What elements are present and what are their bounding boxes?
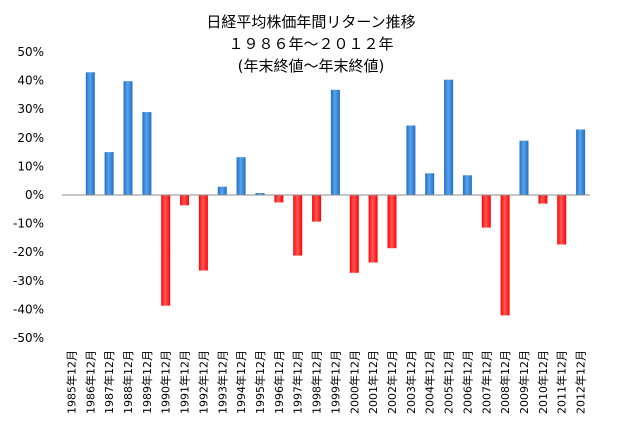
y-tick-label: 50% [17, 45, 44, 59]
bar [481, 195, 491, 228]
x-tick-label: 2001年12月 [366, 350, 380, 414]
bar [236, 157, 246, 195]
bar [255, 193, 265, 195]
bar [104, 152, 114, 195]
x-tick-label: 2008年12月 [498, 350, 512, 414]
x-axis-ticks: 1985年12月 1986年12月 1987年12月 1988年12月 1989年12月… [64, 350, 587, 414]
x-tick-label: 1991年12月 [178, 350, 192, 414]
x-tick-label: 2003年12月 [404, 350, 418, 414]
y-tick-label: -40% [13, 302, 44, 316]
x-tick-label: 1992年12月 [196, 350, 210, 414]
bar [198, 195, 208, 271]
bar [293, 195, 303, 256]
x-tick-label: 1994年12月 [234, 350, 248, 414]
bar [425, 173, 435, 195]
bar [161, 195, 171, 306]
x-tick-label: 1988年12月 [121, 350, 135, 414]
x-tick-label: 1990年12月 [159, 350, 173, 414]
y-tick-label: 30% [17, 102, 44, 116]
y-tick-label: -20% [13, 245, 44, 259]
bar [406, 125, 416, 195]
x-tick-label: 2004年12月 [423, 350, 437, 414]
x-tick-label: 1985年12月 [64, 350, 78, 414]
x-tick-label: 1986年12月 [83, 350, 97, 414]
x-tick-label: 1998年12月 [310, 350, 324, 414]
chart-title-line-3: (年末終値～年末終値) [238, 57, 385, 75]
y-tick-label: 10% [17, 159, 44, 173]
y-tick-label: 40% [17, 74, 44, 88]
y-tick-label: 20% [17, 131, 44, 145]
x-tick-label: 2005年12月 [442, 350, 456, 414]
bar [538, 195, 548, 204]
x-tick-label: 2010年12月 [536, 350, 550, 414]
bar [349, 195, 359, 273]
y-tick-label: -30% [13, 274, 44, 288]
x-tick-label: 1987年12月 [102, 350, 116, 414]
bar [368, 195, 378, 263]
x-tick-label: 2002年12月 [385, 350, 399, 414]
bar [330, 89, 340, 195]
y-tick-label: -50% [13, 331, 44, 345]
bar [519, 140, 529, 195]
x-tick-label: 2006年12月 [460, 350, 474, 414]
chart-title: 日経平均株価年間リターン推移 １９８６年～２０１２年 (年末終値～年末終値) [206, 13, 415, 75]
x-tick-label: 2009年12月 [517, 350, 531, 414]
bar [462, 175, 472, 195]
x-tick-label: 2012年12月 [574, 350, 588, 414]
bars [85, 72, 586, 316]
bar [274, 195, 284, 203]
y-tick-label: -10% [13, 217, 44, 231]
y-tick-label: 0% [25, 188, 44, 202]
bar [557, 195, 567, 245]
bar [85, 72, 95, 195]
x-tick-label: 2011年12月 [555, 350, 569, 414]
x-tick-label: 1993年12月 [215, 350, 229, 414]
x-tick-label: 1995年12月 [253, 350, 267, 414]
bar [500, 195, 510, 316]
bar [576, 129, 586, 195]
x-tick-label: 1997年12月 [291, 350, 305, 414]
x-tick-label: 2007年12月 [479, 350, 493, 414]
bar [123, 81, 133, 195]
x-tick-label: 1996年12月 [272, 350, 286, 414]
bar [142, 112, 152, 195]
bar [312, 195, 322, 222]
bar [387, 195, 397, 249]
y-axis-ticks: 50% 40% 30% 20% 10% 0% -10% -20% -30% -40% -50% [13, 45, 44, 345]
x-tick-label: 1989年12月 [140, 350, 154, 414]
bar [180, 195, 190, 206]
chart-title-line-2: １９８６年～２０１２年 [228, 35, 393, 53]
x-tick-label: 2000年12月 [347, 350, 361, 414]
chart-title-line-1: 日経平均株価年間リターン推移 [206, 13, 415, 31]
bar [444, 79, 454, 195]
x-tick-label: 1999年12月 [328, 350, 342, 414]
bar [217, 186, 227, 195]
